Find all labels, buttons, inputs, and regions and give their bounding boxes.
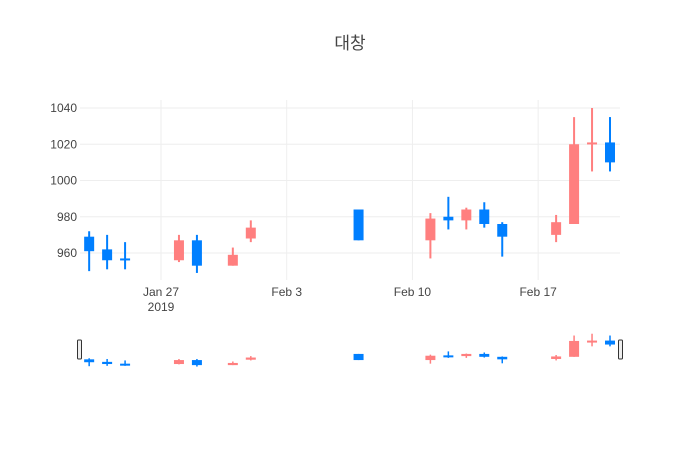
candle[interactable] bbox=[173, 234, 184, 263]
x-tick-label: Feb 17 bbox=[519, 285, 557, 299]
candle[interactable] bbox=[191, 234, 202, 273]
y-tick-label: 1020 bbox=[50, 137, 77, 151]
slider-candle bbox=[191, 358, 202, 367]
candle[interactable] bbox=[587, 108, 598, 172]
slider-candle bbox=[425, 354, 436, 364]
candle[interactable] bbox=[443, 196, 454, 230]
candle[interactable] bbox=[569, 117, 580, 224]
candle[interactable] bbox=[120, 242, 131, 270]
slider-candle bbox=[605, 335, 615, 347]
candle[interactable] bbox=[551, 214, 562, 243]
range-slider-right-handle[interactable] bbox=[618, 339, 623, 360]
y-axis: 960 980 1000 1020 1040 bbox=[50, 101, 77, 260]
candle[interactable] bbox=[84, 231, 95, 272]
x-tick-label: Feb 10 bbox=[394, 285, 432, 299]
slider-candle bbox=[245, 356, 256, 361]
slider-candle bbox=[353, 353, 364, 361]
x-tick-label: Feb 3 bbox=[271, 285, 302, 299]
y-tick-label: 980 bbox=[57, 210, 77, 224]
slider-candle bbox=[102, 358, 113, 366]
slider-candle bbox=[587, 333, 598, 347]
range-slider-left-handle[interactable] bbox=[77, 339, 82, 360]
slider-candle bbox=[443, 351, 454, 358]
candle[interactable] bbox=[353, 209, 364, 241]
candle[interactable] bbox=[479, 202, 490, 228]
slider-candle bbox=[461, 353, 472, 358]
y-tick-label: 1040 bbox=[50, 101, 77, 115]
candle[interactable] bbox=[497, 222, 508, 257]
y-tick-label: 1000 bbox=[50, 174, 77, 188]
slider-candle bbox=[551, 355, 562, 361]
candles[interactable] bbox=[84, 108, 615, 273]
slider-candle bbox=[173, 358, 184, 365]
candle[interactable] bbox=[605, 117, 615, 172]
slider-candle bbox=[497, 356, 508, 364]
slider-candle bbox=[569, 335, 580, 357]
y-tick-label: 960 bbox=[57, 246, 77, 260]
candle[interactable] bbox=[227, 247, 238, 266]
x-tick-label: Jan 27 bbox=[143, 285, 179, 299]
slider-candle bbox=[84, 358, 95, 367]
slider-candle bbox=[479, 352, 490, 358]
candle[interactable] bbox=[461, 207, 472, 230]
candle[interactable] bbox=[245, 220, 256, 243]
range-slider[interactable] bbox=[77, 333, 623, 367]
chart-title: 대창 bbox=[334, 34, 366, 54]
candle[interactable] bbox=[425, 213, 436, 259]
slider-candle bbox=[120, 360, 131, 366]
candle[interactable] bbox=[102, 234, 113, 270]
gridlines bbox=[80, 100, 620, 280]
slider-candle bbox=[227, 361, 238, 366]
x-tick-sublabel: 2019 bbox=[148, 300, 175, 314]
